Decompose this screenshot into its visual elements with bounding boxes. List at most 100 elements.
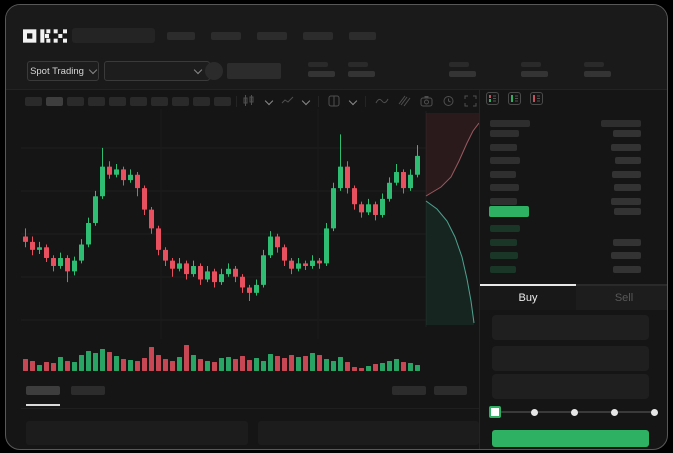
bottom-tab-active[interactable] xyxy=(26,386,60,395)
okx-logo[interactable] xyxy=(23,29,67,43)
nav-item[interactable] xyxy=(167,32,195,40)
total-input[interactable] xyxy=(492,374,649,399)
bottom-link[interactable] xyxy=(434,386,467,395)
ask-row-amount[interactable] xyxy=(611,144,641,151)
ask-row-amount[interactable] xyxy=(611,198,641,205)
amount-input[interactable] xyxy=(492,346,649,371)
slider-stop[interactable] xyxy=(531,409,538,416)
nav-item[interactable] xyxy=(257,32,287,40)
settings-icon[interactable] xyxy=(442,95,455,107)
slider-stop[interactable] xyxy=(651,409,658,416)
app-window: Spot Trading Buy Sel xyxy=(5,4,668,450)
pair-dropdown[interactable] xyxy=(104,61,210,81)
orderbook-view-toggles xyxy=(486,92,543,105)
layout-icon[interactable] xyxy=(328,95,341,107)
chevron-down-icon[interactable] xyxy=(302,97,310,105)
stat-label-placeholder xyxy=(449,62,469,67)
slider-stop[interactable] xyxy=(571,409,578,416)
bottom-tab-underline xyxy=(26,404,60,406)
tab-sell[interactable]: Sell xyxy=(576,284,668,310)
chevron-down-icon[interactable] xyxy=(349,97,357,105)
stat-value-placeholder xyxy=(584,71,611,77)
chevron-down-icon xyxy=(89,66,97,74)
ask-row-price[interactable] xyxy=(490,198,517,205)
timeframe-button[interactable] xyxy=(193,97,210,106)
submit-order-button[interactable] xyxy=(492,430,649,447)
chart-tools xyxy=(243,94,477,108)
book-bids-only-icon[interactable] xyxy=(508,92,521,105)
tab-buy[interactable]: Buy xyxy=(480,284,576,310)
stat-label-placeholder xyxy=(348,62,368,67)
chevron-down-icon xyxy=(194,66,202,74)
timeframe-button[interactable] xyxy=(130,97,147,106)
ask-row-price[interactable] xyxy=(490,171,516,178)
price-input[interactable] xyxy=(492,315,649,340)
fullscreen-icon[interactable] xyxy=(464,95,477,107)
main-nav xyxy=(167,32,376,40)
bid-row-price[interactable] xyxy=(490,225,520,232)
ask-row-price[interactable] xyxy=(490,184,519,191)
ask-row-amount[interactable] xyxy=(613,130,641,137)
amount-slider[interactable] xyxy=(490,404,658,420)
stat-label-placeholder xyxy=(308,62,328,67)
indicator-icon[interactable] xyxy=(375,95,389,107)
compare-icon[interactable] xyxy=(398,95,411,107)
trade-mode-selector[interactable]: Spot Trading xyxy=(27,61,99,81)
candle-style-icon[interactable] xyxy=(243,95,257,107)
nav-item[interactable] xyxy=(349,32,376,40)
stat-value-placeholder xyxy=(449,71,476,77)
tab-buy-label: Buy xyxy=(519,292,538,304)
timeframe-button[interactable] xyxy=(151,97,168,106)
timeframe-button[interactable] xyxy=(46,97,63,106)
slider-stop[interactable] xyxy=(611,409,618,416)
bottom-row-placeholder xyxy=(26,421,248,445)
ask-row-price[interactable] xyxy=(490,157,520,164)
line-style-icon[interactable] xyxy=(281,95,294,107)
timeframe-toolbar xyxy=(25,97,231,106)
ask-row-amount[interactable] xyxy=(612,171,641,178)
last-price-badge[interactable] xyxy=(489,206,529,217)
timeframe-button[interactable] xyxy=(172,97,189,106)
nav-item[interactable] xyxy=(211,32,241,40)
stat-label-placeholder xyxy=(584,62,604,67)
bid-row-amount[interactable] xyxy=(611,252,641,259)
ask-row-price[interactable] xyxy=(490,130,519,137)
pair-name-placeholder xyxy=(227,63,281,79)
timeframe-button[interactable] xyxy=(67,97,84,106)
bid-row-price[interactable] xyxy=(490,239,517,246)
ask-row-amount[interactable] xyxy=(614,184,641,191)
book-asks-only-icon[interactable] xyxy=(530,92,543,105)
bid-row-price[interactable] xyxy=(490,252,518,259)
timeframe-button[interactable] xyxy=(25,97,42,106)
search-input[interactable] xyxy=(72,28,155,43)
orderbook-header-price xyxy=(490,120,530,127)
stat-value-placeholder xyxy=(308,71,335,77)
coin-icon xyxy=(205,62,223,80)
camera-icon[interactable] xyxy=(420,95,433,107)
bid-row-amount[interactable] xyxy=(613,266,641,273)
orderbook-header-amount xyxy=(601,120,641,127)
candlestick-chart[interactable] xyxy=(21,109,479,377)
chevron-down-icon[interactable] xyxy=(265,97,273,105)
bottom-tab[interactable] xyxy=(71,386,105,395)
nav-item[interactable] xyxy=(303,32,333,40)
trade-tabs: Buy Sell xyxy=(480,284,668,310)
last-price-amount xyxy=(614,208,641,215)
orderbook xyxy=(490,120,641,285)
bid-row-amount[interactable] xyxy=(613,239,641,246)
tab-sell-label: Sell xyxy=(615,292,633,304)
trade-mode-label: Spot Trading xyxy=(30,66,84,77)
ask-row-price[interactable] xyxy=(490,144,517,151)
bottom-link[interactable] xyxy=(392,386,426,395)
book-split-icon[interactable] xyxy=(486,92,499,105)
ask-row-amount[interactable] xyxy=(615,157,641,164)
slider-handle[interactable] xyxy=(489,406,501,418)
bottom-row-placeholder xyxy=(258,421,479,445)
stat-value-placeholder xyxy=(348,71,375,77)
stat-value-placeholder xyxy=(521,71,548,77)
stat-label-placeholder xyxy=(521,62,541,67)
bid-row-price[interactable] xyxy=(490,266,516,273)
timeframe-button[interactable] xyxy=(109,97,126,106)
timeframe-button[interactable] xyxy=(214,97,231,106)
timeframe-button[interactable] xyxy=(88,97,105,106)
